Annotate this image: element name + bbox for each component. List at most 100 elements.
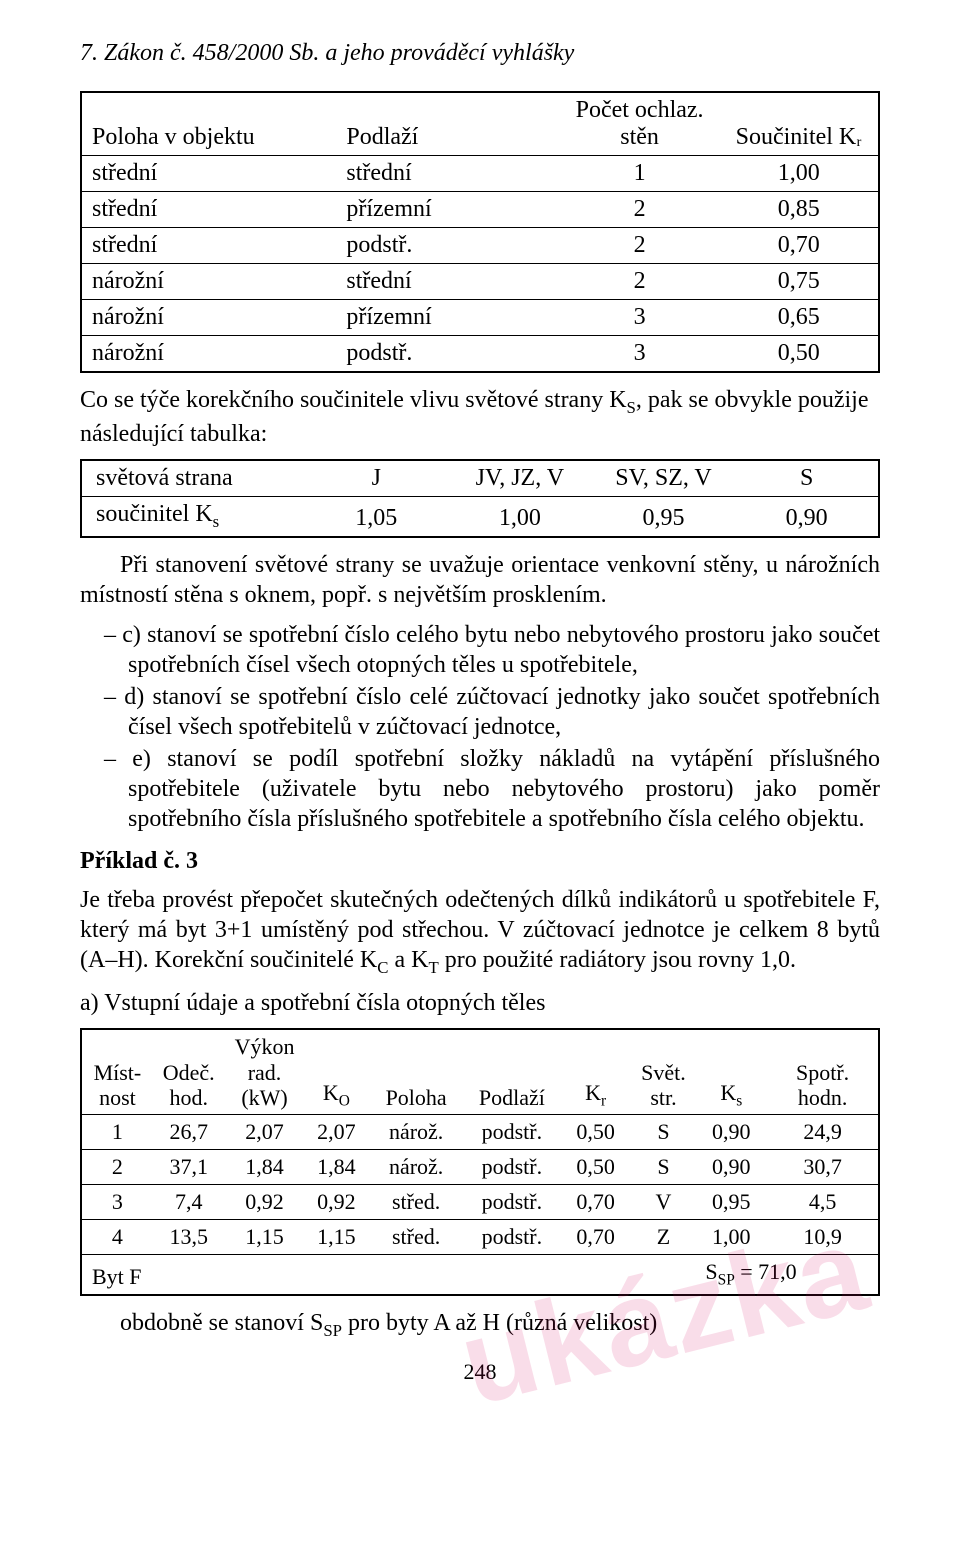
td: střední bbox=[336, 156, 559, 192]
td: nárožní bbox=[81, 336, 336, 373]
td: 1 bbox=[560, 156, 720, 192]
table-row: 3 7,4 0,92 0,92 střed. podstř. 0,70 V 0,… bbox=[81, 1185, 879, 1220]
td: podstř. bbox=[464, 1220, 560, 1255]
table-row: střední přízemní 2 0,85 bbox=[81, 192, 879, 228]
td: S bbox=[632, 1150, 696, 1185]
td: 0,50 bbox=[560, 1115, 632, 1150]
td: střední bbox=[81, 192, 336, 228]
td: 0,92 bbox=[304, 1185, 368, 1220]
text: pro byty A až H (různá velikost) bbox=[342, 1310, 657, 1336]
table-row: střední podstř. 2 0,70 bbox=[81, 228, 879, 264]
table-row: nárožní střední 2 0,75 bbox=[81, 264, 879, 300]
td: přízemní bbox=[336, 300, 559, 336]
th: Kr bbox=[560, 1029, 632, 1114]
td: 24,9 bbox=[767, 1115, 879, 1150]
table-row: 2 37,1 1,84 1,84 nárož. podstř. 0,50 S 0… bbox=[81, 1150, 879, 1185]
td: střed. bbox=[368, 1185, 464, 1220]
example-paragraph: Je třeba provést přepočet skutečných ode… bbox=[80, 885, 880, 979]
table-header-row: Poloha v objektu Podlaží Počet ochlaz. s… bbox=[81, 92, 879, 156]
table-row: střední střední 1 1,00 bbox=[81, 156, 879, 192]
sub: SP bbox=[323, 1320, 342, 1339]
text: součinitel K bbox=[96, 501, 213, 527]
td: nárožní bbox=[81, 264, 336, 300]
td: 0,90 bbox=[695, 1150, 767, 1185]
td: 0,85 bbox=[719, 192, 879, 228]
td: 0,70 bbox=[719, 228, 879, 264]
table-row: 4 13,5 1,15 1,15 střed. podstř. 0,70 Z 1… bbox=[81, 1220, 879, 1255]
table-svetova-strana: světová strana J JV, JZ, V SV, SZ, V S s… bbox=[80, 459, 880, 538]
sub: SP bbox=[718, 1272, 735, 1289]
th: Poloha v objektu bbox=[81, 92, 336, 156]
td: 0,65 bbox=[719, 300, 879, 336]
td: 2 bbox=[560, 228, 720, 264]
td: 3 bbox=[81, 1185, 153, 1220]
table-polohy: Poloha v objektu Podlaží Počet ochlaz. s… bbox=[80, 91, 880, 373]
th: Svět.str. bbox=[632, 1029, 696, 1114]
text: S bbox=[705, 1259, 717, 1284]
sub: s bbox=[213, 512, 220, 531]
td: 0,90 bbox=[695, 1115, 767, 1150]
th: Podlaží bbox=[464, 1029, 560, 1114]
td: 1,00 bbox=[719, 156, 879, 192]
th: JV, JZ, V bbox=[448, 460, 592, 497]
page-number: 248 bbox=[80, 1359, 880, 1385]
td: SSP = 71,0 bbox=[695, 1255, 879, 1295]
td: střed. bbox=[368, 1220, 464, 1255]
text: a K bbox=[388, 947, 428, 973]
td: 3 bbox=[560, 300, 720, 336]
td: přízemní bbox=[336, 192, 559, 228]
td: 0,92 bbox=[225, 1185, 305, 1220]
sub: T bbox=[428, 957, 438, 976]
td: 0,90 bbox=[735, 496, 879, 536]
th: Odeč.hod. bbox=[153, 1029, 225, 1114]
text: obdobně se stanoví S bbox=[120, 1310, 323, 1336]
td: 1,00 bbox=[448, 496, 592, 536]
td: 1,15 bbox=[225, 1220, 305, 1255]
th: Spotř.hodn. bbox=[767, 1029, 879, 1114]
sub: C bbox=[377, 957, 388, 976]
para-ks-intro: Co se týče korekčního součinitele vlivu … bbox=[80, 385, 880, 449]
td: střední bbox=[336, 264, 559, 300]
th: SV, SZ, V bbox=[592, 460, 736, 497]
th: světová strana bbox=[81, 460, 304, 497]
list-item: d) stanoví se spotřební číslo celé zúčto… bbox=[80, 682, 880, 742]
td: 2 bbox=[81, 1150, 153, 1185]
td: 0,70 bbox=[560, 1220, 632, 1255]
td: 0,75 bbox=[719, 264, 879, 300]
text: Co se týče korekčního součinitele vlivu … bbox=[80, 387, 627, 413]
td: součinitel Ks bbox=[81, 496, 304, 536]
sub-a-heading: a) Vstupní údaje a spotřební čísla otopn… bbox=[80, 988, 880, 1018]
td: 2,07 bbox=[304, 1115, 368, 1150]
list-item: e) stanoví se podíl spotřební složky nák… bbox=[80, 744, 880, 834]
sub: S bbox=[627, 398, 636, 417]
example-heading: Příklad č. 3 bbox=[80, 848, 880, 875]
table-header-row: Míst-nost Odeč.hod. Výkonrad.(kW) KO Pol… bbox=[81, 1029, 879, 1114]
td: 1,05 bbox=[304, 496, 448, 536]
td: 0,70 bbox=[560, 1185, 632, 1220]
final-paragraph: obdobně se stanoví SSP pro byty A až H (… bbox=[80, 1308, 880, 1342]
td: 0,95 bbox=[695, 1185, 767, 1220]
td: podstř. bbox=[464, 1115, 560, 1150]
table-row-total: Byt F SSP = 71,0 bbox=[81, 1255, 879, 1295]
th: Ks bbox=[695, 1029, 767, 1114]
td: S bbox=[632, 1115, 696, 1150]
th: KO bbox=[304, 1029, 368, 1114]
section-title: 7. Zákon č. 458/2000 Sb. a jeho prováděc… bbox=[80, 40, 880, 67]
td: střední bbox=[81, 156, 336, 192]
para-orientation: Při stanovení světové strany se uvažuje … bbox=[80, 550, 880, 610]
td: Byt F bbox=[81, 1255, 695, 1295]
td: 2,07 bbox=[225, 1115, 305, 1150]
td: podstř. bbox=[336, 228, 559, 264]
td: nárožní bbox=[81, 300, 336, 336]
table-row: součinitel Ks 1,05 1,00 0,95 0,90 bbox=[81, 496, 879, 536]
td: nárož. bbox=[368, 1115, 464, 1150]
td: 0,95 bbox=[592, 496, 736, 536]
td: 0,50 bbox=[560, 1150, 632, 1185]
td: 2 bbox=[560, 192, 720, 228]
table-spotrebni-cisla: Míst-nost Odeč.hod. Výkonrad.(kW) KO Pol… bbox=[80, 1028, 880, 1295]
td: Z bbox=[632, 1220, 696, 1255]
td: 37,1 bbox=[153, 1150, 225, 1185]
td: 2 bbox=[560, 264, 720, 300]
td: V bbox=[632, 1185, 696, 1220]
table-row: nárožní přízemní 3 0,65 bbox=[81, 300, 879, 336]
